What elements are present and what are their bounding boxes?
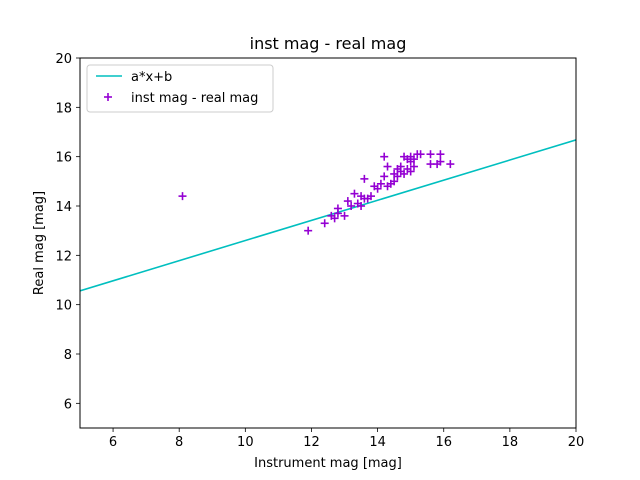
legend-entry-line: a*x+b: [131, 70, 172, 85]
data-point: [436, 150, 445, 159]
y-tick-label: 10: [55, 299, 72, 314]
data-point: [380, 172, 389, 181]
data-point: [446, 160, 455, 169]
y-tick-label: 8: [64, 348, 72, 363]
y-axis-label: Real mag [mag]: [32, 191, 47, 295]
x-tick-label: 6: [109, 435, 117, 450]
axes-background: [80, 58, 576, 428]
x-tick-label: 12: [303, 435, 320, 450]
data-point: [436, 157, 445, 166]
data-point: [340, 211, 349, 220]
x-tick-label: 18: [502, 435, 519, 450]
x-tick-label: 14: [369, 435, 386, 450]
data-point: [376, 179, 385, 188]
y-tick-label: 14: [55, 200, 72, 215]
data-point: [383, 162, 392, 171]
y-tick-label: 6: [64, 397, 72, 412]
x-axis-ticks: 6 8 10 12 14 16 18 20: [109, 428, 584, 450]
data-layer: [80, 139, 576, 292]
y-tick-label: 12: [55, 249, 72, 264]
legend: a*x+b inst mag - real mag: [86, 64, 274, 113]
y-tick-label: 20: [55, 52, 72, 67]
x-axis-label: Instrument mag [mag]: [254, 456, 402, 471]
data-point: [330, 214, 339, 223]
data-point: [406, 167, 415, 176]
data-point: [390, 177, 399, 186]
data-point: [416, 150, 425, 159]
data-point: [178, 192, 187, 201]
data-point: [393, 172, 402, 181]
y-tick-label: 16: [55, 151, 72, 166]
data-point: [380, 152, 389, 161]
x-tick-label: 10: [237, 435, 254, 450]
legend-entry-scatter: inst mag - real mag: [131, 91, 258, 106]
data-point: [396, 162, 405, 171]
y-axis-ticks: 6 8 10 12 14 16 18 20: [55, 52, 80, 412]
data-point: [409, 155, 418, 164]
data-point: [320, 219, 329, 228]
legend-marker-swatch: [104, 93, 112, 101]
data-point: [366, 192, 375, 201]
data-point: [350, 189, 359, 198]
data-point: [347, 202, 356, 210]
data-point: [373, 184, 382, 193]
data-point: [426, 150, 435, 159]
x-tick-label: 8: [175, 435, 183, 450]
data-point: [409, 162, 418, 171]
x-tick-label: 20: [568, 435, 585, 450]
legend-box: [86, 64, 274, 113]
data-point: [333, 204, 342, 213]
data-point: [343, 197, 352, 206]
data-point: [304, 226, 313, 235]
axes-frame: [79, 57, 577, 429]
y-tick-label: 18: [55, 101, 72, 116]
data-point: [400, 169, 409, 178]
plot-area: [79, 57, 577, 429]
x-tick-label: 16: [435, 435, 452, 450]
data-point: [357, 202, 366, 210]
chart-title: inst mag - real mag: [250, 34, 407, 53]
data-point: [360, 174, 369, 183]
